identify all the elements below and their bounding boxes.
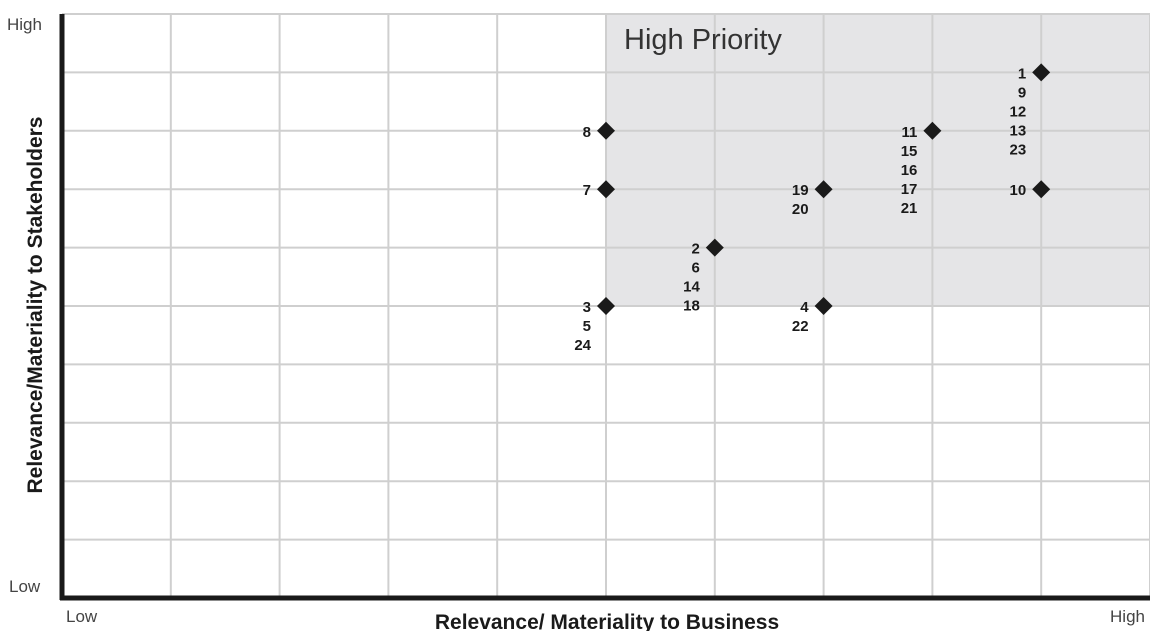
data-point-label: 18 (683, 298, 700, 315)
data-point-marker (597, 297, 615, 315)
data-point-label: 23 (1010, 141, 1027, 158)
data-point-marker (923, 121, 942, 140)
x-axis-title: Relevance/ Materiality to Business (435, 611, 779, 631)
data-point-label: 6 (691, 260, 699, 277)
data-point-label: 2 (691, 241, 699, 258)
data-point-label: 7 (583, 182, 591, 199)
data-point-label: 1 (1018, 65, 1026, 82)
data-point-marker (814, 180, 833, 199)
data-point-label: 13 (1010, 122, 1027, 139)
data-point-label: 9 (1018, 84, 1026, 101)
y-axis-title: Relevance/Materiality to Stakeholders (24, 117, 47, 494)
data-point-label: 24 (574, 337, 591, 354)
data-point-label: 21 (901, 200, 918, 217)
y-tick-high: High (7, 15, 42, 34)
data-point-label: 14 (683, 279, 700, 296)
y-tick-low: Low (9, 577, 41, 596)
data-point-label: 19 (792, 182, 809, 199)
data-point-label: 4 (800, 299, 809, 316)
data-point-label: 5 (583, 318, 591, 335)
data-point-label: 11 (902, 124, 918, 141)
data-point-marker (705, 238, 724, 257)
data-point-label: 15 (901, 143, 918, 160)
data-point-marker (1032, 63, 1051, 82)
data-point-marker (814, 297, 833, 315)
data-point-marker (597, 180, 615, 199)
x-tick-high: High (1110, 607, 1145, 626)
data-point-label: 12 (1010, 103, 1027, 120)
x-tick-low: Low (66, 607, 98, 626)
data-point-label: 3 (583, 299, 591, 316)
data-point-label: 10 (1010, 182, 1027, 199)
data-point-label: 20 (792, 201, 809, 218)
data-point-label: 8 (583, 124, 591, 141)
data-point-marker (1032, 180, 1051, 199)
data-point-label: 16 (901, 162, 918, 179)
high-priority-region (606, 14, 1150, 306)
data-point-marker (597, 121, 615, 140)
high-priority-label: High Priority (624, 24, 782, 56)
data-point-label: 17 (901, 181, 918, 198)
data-point-label: 22 (792, 318, 809, 335)
